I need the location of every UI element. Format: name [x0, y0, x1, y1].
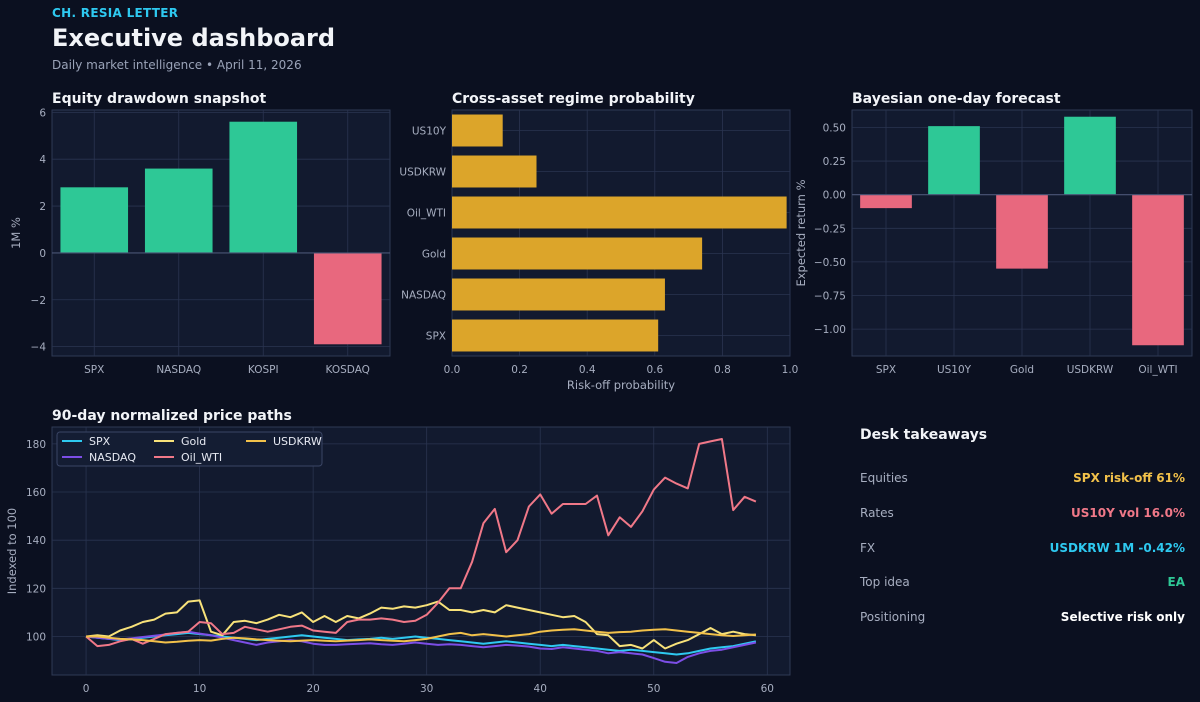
takeaway-label: FX — [860, 541, 876, 555]
x-tick-label: USDKRW — [1067, 364, 1114, 376]
plot-area — [451, 109, 791, 357]
forecast-chart: Bayesian one-day forecast −1.00 −0.75 −0.5… — [794, 91, 1193, 376]
y-tick-label: −0.50 — [814, 257, 846, 269]
legend-label: Oil_WTI — [181, 451, 222, 464]
bar-gold — [452, 237, 703, 270]
takeaway-value: EA — [1167, 575, 1185, 589]
desk-takeaways-panel: Desk takeaways Equities SPX risk-off 61%… — [852, 412, 1197, 642]
y-tick-label: Oil_WTI — [407, 208, 446, 220]
y-axis-label: Expected return % — [794, 179, 808, 286]
y-tick-label: 6 — [39, 107, 46, 119]
series-line-usdkrw — [86, 628, 756, 644]
y-tick-label: NASDAQ — [401, 290, 446, 302]
x-axis-label: Risk-off probability — [567, 378, 675, 392]
x-tick-label: KOSPI — [248, 364, 279, 376]
x-tick-label: 0.6 — [646, 364, 663, 376]
x-tick-label: 0.0 — [444, 364, 461, 376]
y-tick-label: 0.00 — [823, 190, 846, 202]
y-tick-label: Gold — [422, 249, 446, 261]
regime-chart: Cross-asset regime probability 0.0 0.2 0.4… — [399, 91, 799, 392]
y-tick-label: 0 — [39, 248, 46, 260]
x-tick-label: 0.4 — [579, 364, 596, 376]
takeaway-label: Top idea — [860, 575, 910, 589]
legend-label: Gold — [181, 435, 206, 448]
x-tick-label: Gold — [1010, 364, 1034, 376]
takeaway-label: Rates — [860, 506, 894, 520]
y-tick-label: 100 — [26, 631, 46, 643]
drawdown-chart: Equity drawdown snapshot −4 −2 0 2 4 6 SPX NASD… — [9, 91, 391, 376]
x-tick-label: 0 — [83, 683, 90, 695]
x-tick-label: 0.2 — [511, 364, 528, 376]
takeaway-value: USDKRW 1M -0.42% — [1049, 541, 1185, 555]
bar-spx — [452, 319, 659, 352]
bar-spx — [860, 194, 912, 209]
y-tick-label: SPX — [426, 331, 446, 343]
takeaway-value: US10Y vol 16.0% — [1071, 506, 1185, 520]
x-tick-label: 30 — [420, 683, 433, 695]
x-tick-label: 10 — [193, 683, 206, 695]
bar-gold — [996, 194, 1048, 269]
bar-us10y — [928, 126, 980, 195]
takeaway-value: Selective risk only — [1060, 610, 1185, 624]
y-tick-label: 0.25 — [823, 156, 846, 168]
y-axis-label: 1M % — [9, 217, 23, 249]
bar-spx — [60, 187, 129, 253]
page-title: Executive dashboard — [52, 24, 336, 52]
y-tick-label: 0.50 — [823, 122, 846, 134]
x-tick-label: NASDAQ — [156, 364, 201, 376]
legend-label: USDKRW — [273, 435, 322, 448]
bar-nasdaq — [452, 278, 665, 311]
bar-kosdaq — [313, 252, 382, 345]
y-axis-label: Indexed to 100 — [5, 508, 19, 595]
bar-nasdaq — [144, 168, 213, 253]
bar-usdkrw — [1064, 116, 1116, 195]
takeaway-value: SPX risk-off 61% — [1073, 471, 1185, 485]
brand-label: CH. RESIA LETTER — [52, 6, 179, 20]
y-tick-label: US10Y — [412, 126, 447, 138]
page-subtitle: Daily market intelligence • April 11, 20… — [52, 58, 302, 72]
series-line-nasdaq — [85, 630, 757, 664]
series-line-oil-wti — [85, 438, 757, 648]
y-tick-label: −2 — [31, 295, 46, 307]
takeaway-label: Equities — [860, 471, 908, 485]
y-tick-label: 4 — [39, 154, 46, 166]
takeaway-label: Positioning — [860, 610, 926, 624]
bar-kospi — [229, 121, 298, 253]
x-tick-label: Oil_WTI — [1138, 364, 1177, 376]
chart-title: 90-day normalized price paths — [52, 408, 292, 424]
y-tick-label: 120 — [26, 583, 46, 595]
x-tick-label: 50 — [647, 683, 660, 695]
legend-label: SPX — [89, 435, 111, 448]
x-tick-label: 60 — [761, 683, 774, 695]
y-tick-label: −1.00 — [814, 324, 846, 336]
y-tick-label: 180 — [26, 439, 46, 451]
y-tick-label: 140 — [26, 535, 46, 547]
legend-label: NASDAQ — [89, 451, 136, 464]
bar-us10y — [452, 114, 503, 147]
chart-title: Cross-asset regime probability — [452, 91, 695, 107]
x-tick-label: 0.8 — [714, 364, 731, 376]
bar-usdkrw — [452, 155, 537, 188]
y-tick-label: 160 — [26, 487, 46, 499]
x-tick-label: 1.0 — [782, 364, 799, 376]
x-tick-label: 20 — [306, 683, 319, 695]
y-tick-label: −0.25 — [814, 223, 846, 235]
price-paths-chart: 90-day normalized price paths 0 10 20 30 40 5… — [5, 408, 791, 695]
panel-title: Desk takeaways — [860, 427, 988, 443]
chart-title: Bayesian one-day forecast — [852, 91, 1061, 107]
y-tick-label: 2 — [39, 201, 46, 213]
chart-title: Equity drawdown snapshot — [52, 91, 266, 107]
y-tick-label: −4 — [31, 342, 47, 354]
series-line-gold — [85, 599, 757, 650]
x-tick-label: SPX — [84, 364, 104, 376]
y-tick-label: −0.75 — [814, 291, 846, 303]
x-tick-label: SPX — [876, 364, 896, 376]
x-tick-label: KOSDAQ — [326, 364, 370, 376]
x-tick-label: US10Y — [937, 364, 972, 376]
bar-oil-wti — [452, 196, 787, 229]
x-tick-label: 40 — [534, 683, 547, 695]
y-tick-label: USDKRW — [399, 167, 446, 179]
bar-oil-wti — [1132, 194, 1184, 346]
